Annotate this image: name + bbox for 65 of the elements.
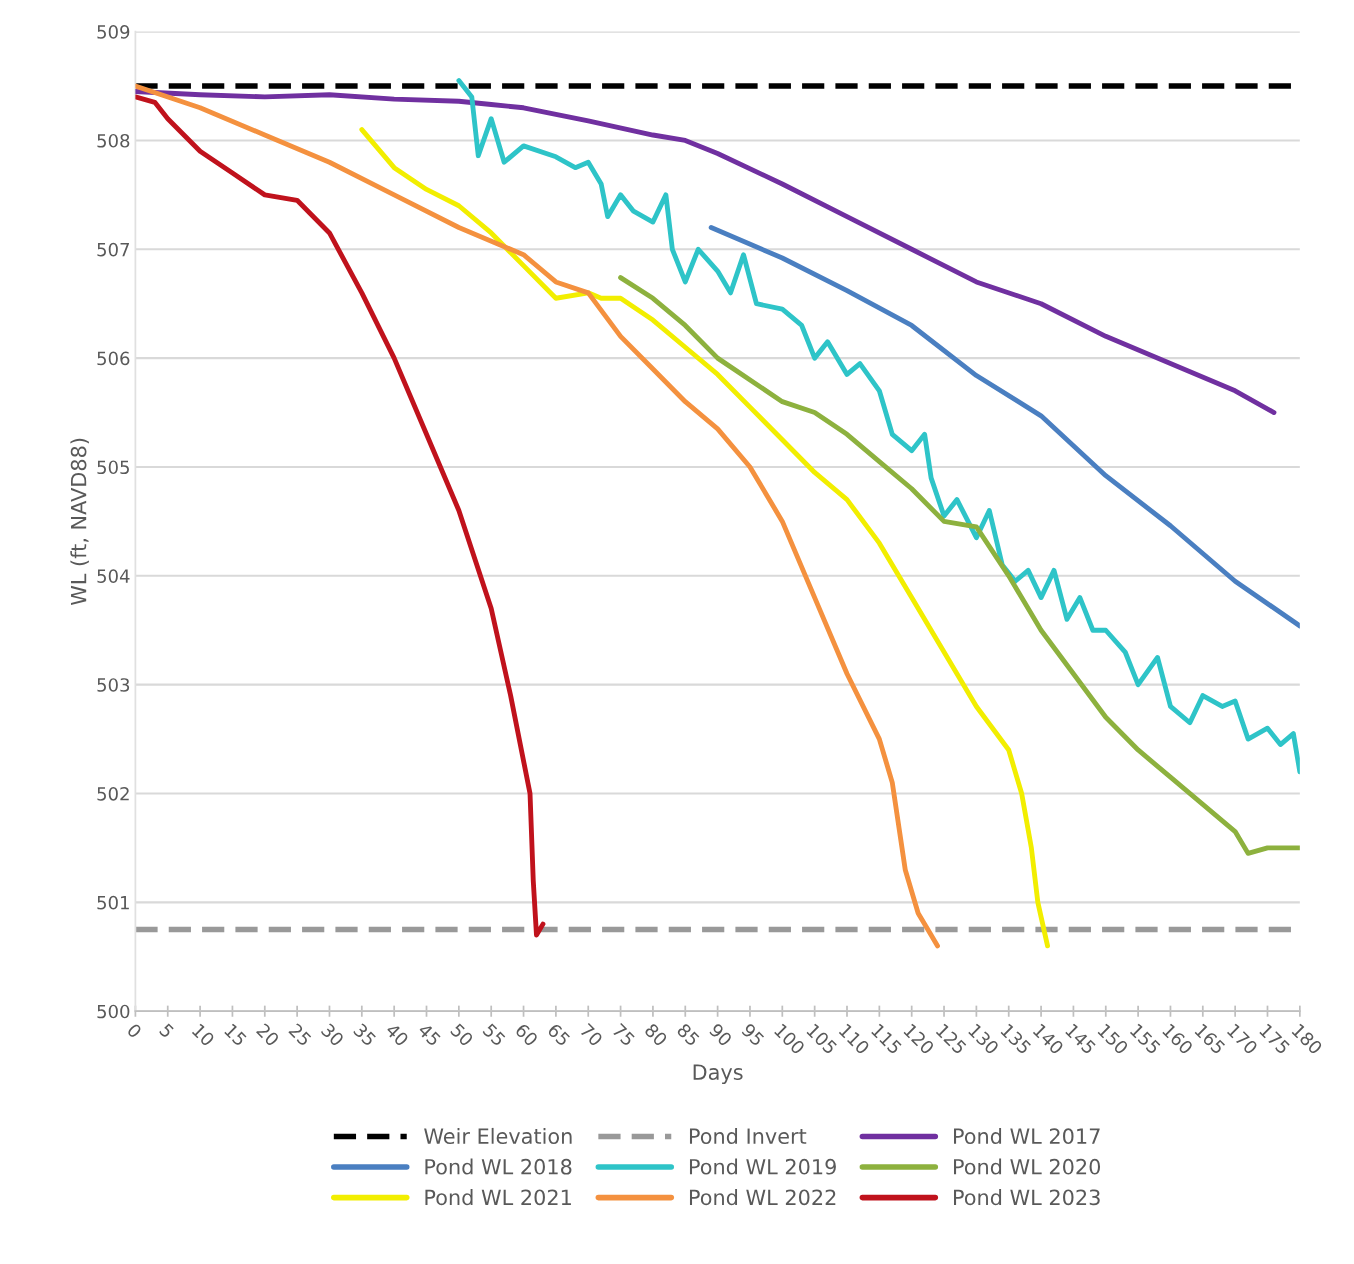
x-tick-label: 105 [806, 1023, 838, 1055]
x-tick-label: 165 [1194, 1023, 1226, 1055]
x-tick-label: 125 [935, 1023, 968, 1055]
x-tick-label: 60 [514, 1022, 539, 1047]
x-tick-label: 5 [158, 1023, 175, 1039]
y-tick-label: 508 [97, 133, 130, 148]
x-tick-label: 160 [1161, 1023, 1194, 1056]
y-tick-label: 507 [97, 242, 129, 257]
x-tick-label: 140 [1032, 1023, 1065, 1056]
x-tick-label: 30 [320, 1022, 345, 1047]
legend-label: Pond WL 2019 [689, 1158, 836, 1175]
x-tick-label: 145 [1064, 1023, 1097, 1055]
legend-label: Pond WL 2023 [954, 1189, 1100, 1206]
legend-label: Pond WL 2017 [954, 1127, 1100, 1145]
y-tick-label: 504 [97, 569, 130, 583]
legend-label: Pond WL 2022 [689, 1189, 836, 1206]
x-tick-label: 20 [255, 1022, 280, 1047]
y-tick-label: 500 [97, 1004, 130, 1019]
x-tick-label: 55 [482, 1023, 506, 1047]
x-tick-label: 100 [773, 1023, 806, 1056]
x-tick-label: 155 [1129, 1023, 1161, 1055]
y-tick-label: 502 [97, 786, 129, 801]
x-tick-label: 95 [740, 1022, 765, 1047]
x-axis-title: Days [693, 1064, 743, 1085]
y-tick-label: 503 [97, 678, 130, 692]
y-tick-label: 505 [97, 460, 129, 475]
legend-label: Pond WL 2018 [425, 1158, 572, 1175]
line-series [135, 89, 1277, 415]
legend-label: Pond WL 2020 [954, 1158, 1101, 1175]
line-series [708, 225, 1300, 629]
y-tick-label: 509 [97, 25, 130, 39]
x-tick-label: 65 [546, 1022, 571, 1047]
x-tick-label: 180 [1291, 1023, 1324, 1056]
x-tick-label: 15 [223, 1023, 248, 1047]
x-tick-label: 150 [1097, 1023, 1130, 1056]
y-tick-label: 506 [97, 351, 130, 366]
legend-label: Weir Elevation [424, 1127, 572, 1145]
x-tick-label: 120 [903, 1023, 935, 1056]
line-series [135, 83, 940, 949]
x-tick-label: 35 [352, 1022, 377, 1047]
x-tick-label: 75 [611, 1023, 636, 1047]
x-tick-label: 175 [1259, 1023, 1291, 1055]
x-tick-label: 90 [708, 1022, 733, 1047]
line-series [456, 78, 1300, 775]
x-tick-label: 45 [417, 1022, 442, 1047]
x-tick-label: 130 [967, 1023, 1000, 1056]
legend-label: Pond Invert [689, 1127, 807, 1145]
x-tick-label: 85 [676, 1022, 701, 1047]
x-tick-label: 135 [1000, 1023, 1032, 1055]
x-tick-label: 0 [126, 1022, 143, 1039]
line-series [618, 275, 1300, 856]
x-tick-label: 115 [870, 1023, 903, 1055]
y-tick-label: 501 [97, 895, 129, 910]
line-series [135, 94, 546, 938]
legend-label: Pond WL 2021 [425, 1189, 571, 1206]
x-tick-label: 40 [384, 1022, 410, 1047]
x-tick-label: 10 [191, 1023, 216, 1047]
x-tick-label: 80 [643, 1022, 669, 1047]
x-tick-label: 25 [288, 1022, 313, 1047]
x-tick-label: 50 [449, 1022, 475, 1047]
y-axis-title: WL (ft, NAVD88) [70, 438, 89, 606]
line-series [359, 127, 1050, 949]
x-tick-label: 70 [579, 1022, 604, 1047]
x-tick-label: 110 [838, 1023, 871, 1056]
x-tick-label: 170 [1226, 1023, 1259, 1056]
